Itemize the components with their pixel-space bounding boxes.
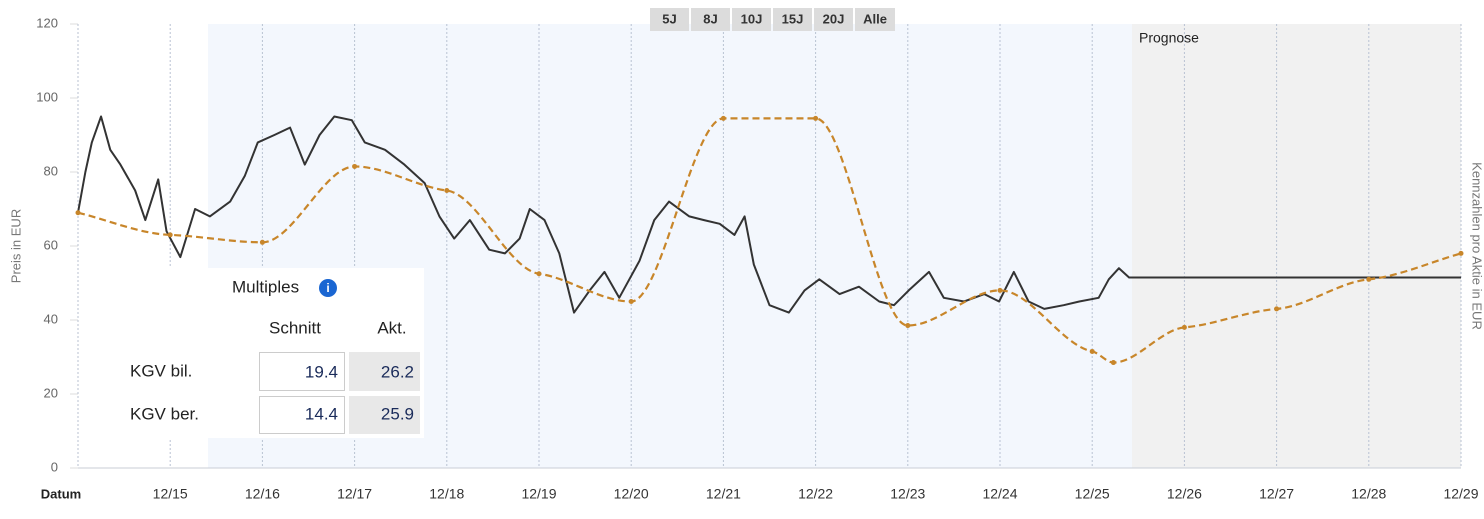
point — [905, 323, 911, 329]
point — [1458, 250, 1464, 256]
point — [444, 188, 450, 193]
cell-value: 19.4 — [305, 362, 338, 381]
range-button-label: Alle — [863, 11, 887, 26]
y-tick-label: 20 — [44, 385, 58, 400]
cell — [259, 396, 345, 434]
cell — [259, 352, 345, 391]
info-icon-glyph: i — [326, 281, 329, 295]
range-button[interactable] — [650, 8, 689, 31]
range-button[interactable] — [855, 8, 895, 31]
point — [1366, 276, 1372, 282]
row-label: KGV bil. — [130, 361, 192, 380]
x-tick-label: 12/22 — [798, 486, 833, 502]
cell — [349, 352, 420, 391]
y-tick-label: 120 — [36, 15, 58, 30]
y-tick-label: 60 — [44, 237, 58, 252]
range-button-label: 8J — [703, 11, 717, 26]
point — [628, 299, 634, 304]
x-axis-label: Datum — [41, 486, 81, 501]
x-tick-label: 12/17 — [337, 486, 372, 502]
y-tick-label: 100 — [36, 89, 58, 104]
range-button-label: 20J — [823, 11, 845, 26]
x-tick-label: 12/25 — [1075, 486, 1110, 502]
x-tick-label: 12/18 — [429, 486, 464, 502]
y-tick-label: 40 — [44, 311, 58, 326]
point — [75, 210, 81, 216]
point — [813, 115, 819, 121]
x-tick-label: 12/21 — [706, 486, 741, 502]
point — [1089, 348, 1095, 354]
x-tick-label: 12/28 — [1351, 486, 1386, 502]
x-tick-label: 12/23 — [890, 486, 925, 502]
cell-value: 14.4 — [305, 404, 338, 423]
x-tick-label: 12/15 — [153, 486, 188, 502]
point — [720, 115, 726, 121]
point — [997, 287, 1003, 293]
point — [536, 271, 542, 277]
y-axis-label: Preis in EUR — [8, 209, 23, 283]
x-tick-label: 12/26 — [1167, 486, 1202, 502]
point — [1274, 306, 1280, 312]
column-header: Akt. — [377, 318, 406, 337]
y-tick-label: 80 — [44, 163, 58, 178]
x-tick-label: 12/20 — [614, 486, 649, 502]
cell — [349, 396, 420, 434]
x-tick-label: 12/27 — [1259, 486, 1294, 502]
x-tick-label: 12/16 — [245, 486, 280, 502]
y2-axis-label: Kennzahlen pro Aktie in EUR — [1470, 162, 1484, 330]
x-tick-label: 12/24 — [982, 486, 1017, 502]
column-header: Schnitt — [269, 318, 321, 337]
point — [167, 232, 173, 238]
point — [352, 163, 358, 169]
range-button[interactable] — [732, 8, 771, 31]
y-tick-label: 0 — [51, 459, 58, 474]
x-tick-label: 12/19 — [521, 486, 556, 502]
forecast-label: Prognose — [1139, 30, 1199, 46]
forecast-band — [1132, 24, 1461, 468]
row-label: KGV ber. — [130, 404, 199, 423]
cell-value: 25.9 — [381, 404, 414, 423]
info-icon[interactable] — [319, 279, 337, 297]
range-button-label: 15J — [782, 11, 804, 26]
point — [1110, 360, 1116, 366]
cell-value: 26.2 — [381, 362, 414, 381]
range-button-label: 5J — [662, 11, 676, 26]
multiples-panel: Multiples i Schnitt Akt. KGV bil. 19.4 2… — [110, 268, 424, 438]
range-button[interactable] — [691, 8, 730, 31]
range-button-label: 10J — [741, 11, 763, 26]
series-line — [77, 117, 1462, 364]
range-button[interactable] — [814, 8, 853, 31]
point — [1181, 324, 1187, 330]
point — [259, 239, 265, 245]
panel-title: Multiples — [232, 277, 299, 296]
series-line — [77, 115, 1461, 314]
x-tick-label: 12/29 — [1443, 486, 1478, 502]
range-button[interactable] — [773, 8, 812, 31]
